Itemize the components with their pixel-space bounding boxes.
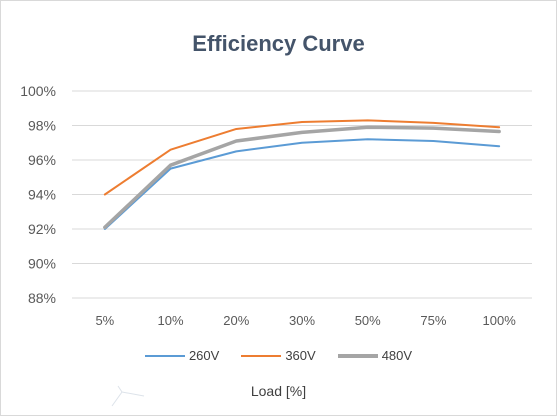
legend-swatch <box>337 353 378 358</box>
x-tick-label: 10% <box>158 313 184 328</box>
x-tick-label: 75% <box>420 313 446 328</box>
legend-item: 260V <box>144 348 220 363</box>
legend-swatch <box>144 354 185 357</box>
x-tick-label: 50% <box>355 313 381 328</box>
legend-label: 260V <box>188 348 220 363</box>
x-axis-label: Load [%] <box>250 383 307 399</box>
series-line-360V <box>103 119 501 196</box>
legend-label: 360V <box>285 348 316 363</box>
y-tick-label: 98% <box>28 118 56 134</box>
x-tick-label: 20% <box>223 313 249 328</box>
series-line-480V <box>103 125 501 230</box>
legend-item: 480V <box>337 348 413 363</box>
y-tick-label: 100% <box>20 83 56 99</box>
y-tick-label: 94% <box>28 187 56 203</box>
legend-label: 480V <box>381 348 413 363</box>
legend: 260V 360V 480V <box>0 348 557 363</box>
y-tick-label: 88% <box>28 290 56 306</box>
x-tick-label: 30% <box>289 313 315 328</box>
decorative-mark <box>111 385 145 407</box>
y-tick-label: 90% <box>28 256 56 272</box>
x-tick-label: 100% <box>483 313 517 328</box>
series-line-260V <box>103 138 501 230</box>
y-tick-label: 96% <box>28 152 56 168</box>
x-tick-label: 5% <box>95 313 114 328</box>
legend-swatch <box>241 354 282 357</box>
chart-title: Efficiency Curve <box>192 31 365 56</box>
legend-item: 360V <box>241 348 316 363</box>
y-tick-label: 92% <box>28 221 56 237</box>
